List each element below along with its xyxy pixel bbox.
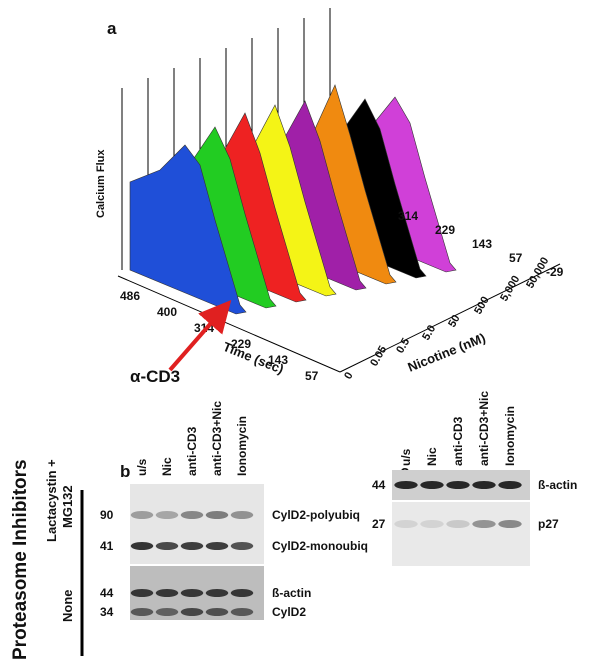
- band: [155, 542, 179, 550]
- tick-label: 314: [398, 209, 418, 223]
- lane-label: anti-CD3: [451, 416, 465, 466]
- axis-label: Calcium Flux: [95, 149, 107, 218]
- band: [446, 520, 470, 528]
- band: [205, 542, 229, 550]
- band: [155, 511, 179, 519]
- band: [472, 520, 496, 528]
- group-label: None: [60, 590, 75, 623]
- band-label: CylD2-polyubiq: [272, 508, 360, 522]
- lane-label: u/s: [135, 458, 149, 476]
- annotation: α-CD3: [130, 367, 180, 386]
- band: [155, 608, 179, 616]
- band: [180, 511, 204, 519]
- bands: [130, 511, 254, 616]
- lane-label: anti-CD3+Nic: [477, 391, 491, 466]
- tick-label: 143: [472, 237, 492, 251]
- axis-label: Nicotine (nM): [406, 330, 488, 375]
- band-label: CylD2-monoubiq: [272, 539, 368, 553]
- band: [180, 608, 204, 616]
- axis-line: [339, 263, 561, 373]
- band: [498, 481, 522, 489]
- tick-label: 229: [231, 337, 251, 351]
- lane-label: Nic: [160, 457, 174, 476]
- blot: [130, 484, 264, 564]
- tick-label: 0.5: [394, 336, 412, 355]
- bands: [394, 481, 522, 528]
- band-label: CylD2: [272, 605, 306, 619]
- band: [180, 542, 204, 550]
- band: [130, 589, 154, 597]
- mw-label: 44: [100, 586, 114, 600]
- tick-label: 57: [305, 369, 319, 383]
- band: [155, 589, 179, 597]
- side-title: Proteasome Inhibitors: [10, 459, 31, 660]
- band: [230, 542, 254, 550]
- lane-label: Ionomycin: [235, 416, 249, 476]
- band: [472, 481, 496, 489]
- tick-label: 0: [342, 370, 355, 381]
- band: [130, 542, 154, 550]
- tick-label: 500: [472, 295, 492, 317]
- tick-label: 486: [120, 289, 140, 303]
- band: [230, 608, 254, 616]
- band-label: p27: [538, 517, 559, 531]
- tick-label: 229: [435, 223, 455, 237]
- lane-label: u/s: [399, 448, 413, 466]
- tick-label: 143: [268, 353, 288, 367]
- tick-label: 5,000: [498, 274, 522, 304]
- tick-label: 5.0: [420, 323, 438, 342]
- mw-label: 90: [100, 508, 114, 522]
- lane-label: anti-CD3+Nic: [210, 401, 224, 476]
- band-label: ß-actin: [272, 586, 311, 600]
- band: [394, 481, 418, 489]
- band: [420, 481, 444, 489]
- tick-label: -29: [546, 265, 564, 279]
- band: [446, 481, 470, 489]
- tick-label: 400: [157, 305, 177, 319]
- band: [130, 511, 154, 519]
- lane-label: anti-CD3: [185, 426, 199, 476]
- arrow: [168, 299, 232, 372]
- tick-label: 57: [509, 251, 523, 265]
- panel-label: a: [107, 19, 117, 38]
- band-label: ß-actin: [538, 478, 577, 492]
- band: [205, 511, 229, 519]
- band: [498, 520, 522, 528]
- mw-label: 34: [100, 605, 114, 619]
- band: [130, 608, 154, 616]
- band: [420, 520, 444, 528]
- tick-label: 50: [446, 313, 463, 330]
- group-label: MG132: [60, 485, 75, 528]
- band: [394, 520, 418, 528]
- group-label: Lactacystin +: [44, 459, 59, 542]
- mw-label: 27: [372, 517, 386, 531]
- band: [230, 589, 254, 597]
- trace: [129, 144, 247, 315]
- band: [205, 608, 229, 616]
- mw-label: 44: [372, 478, 386, 492]
- panel-label: b: [120, 462, 130, 481]
- blot: [392, 502, 530, 566]
- band: [230, 511, 254, 519]
- band: [180, 589, 204, 597]
- lane-label: Nic: [425, 447, 439, 466]
- lane-label: Ionomycin: [503, 406, 517, 466]
- tick-label: 0.05: [368, 344, 389, 369]
- band: [205, 589, 229, 597]
- mw-label: 41: [100, 539, 114, 553]
